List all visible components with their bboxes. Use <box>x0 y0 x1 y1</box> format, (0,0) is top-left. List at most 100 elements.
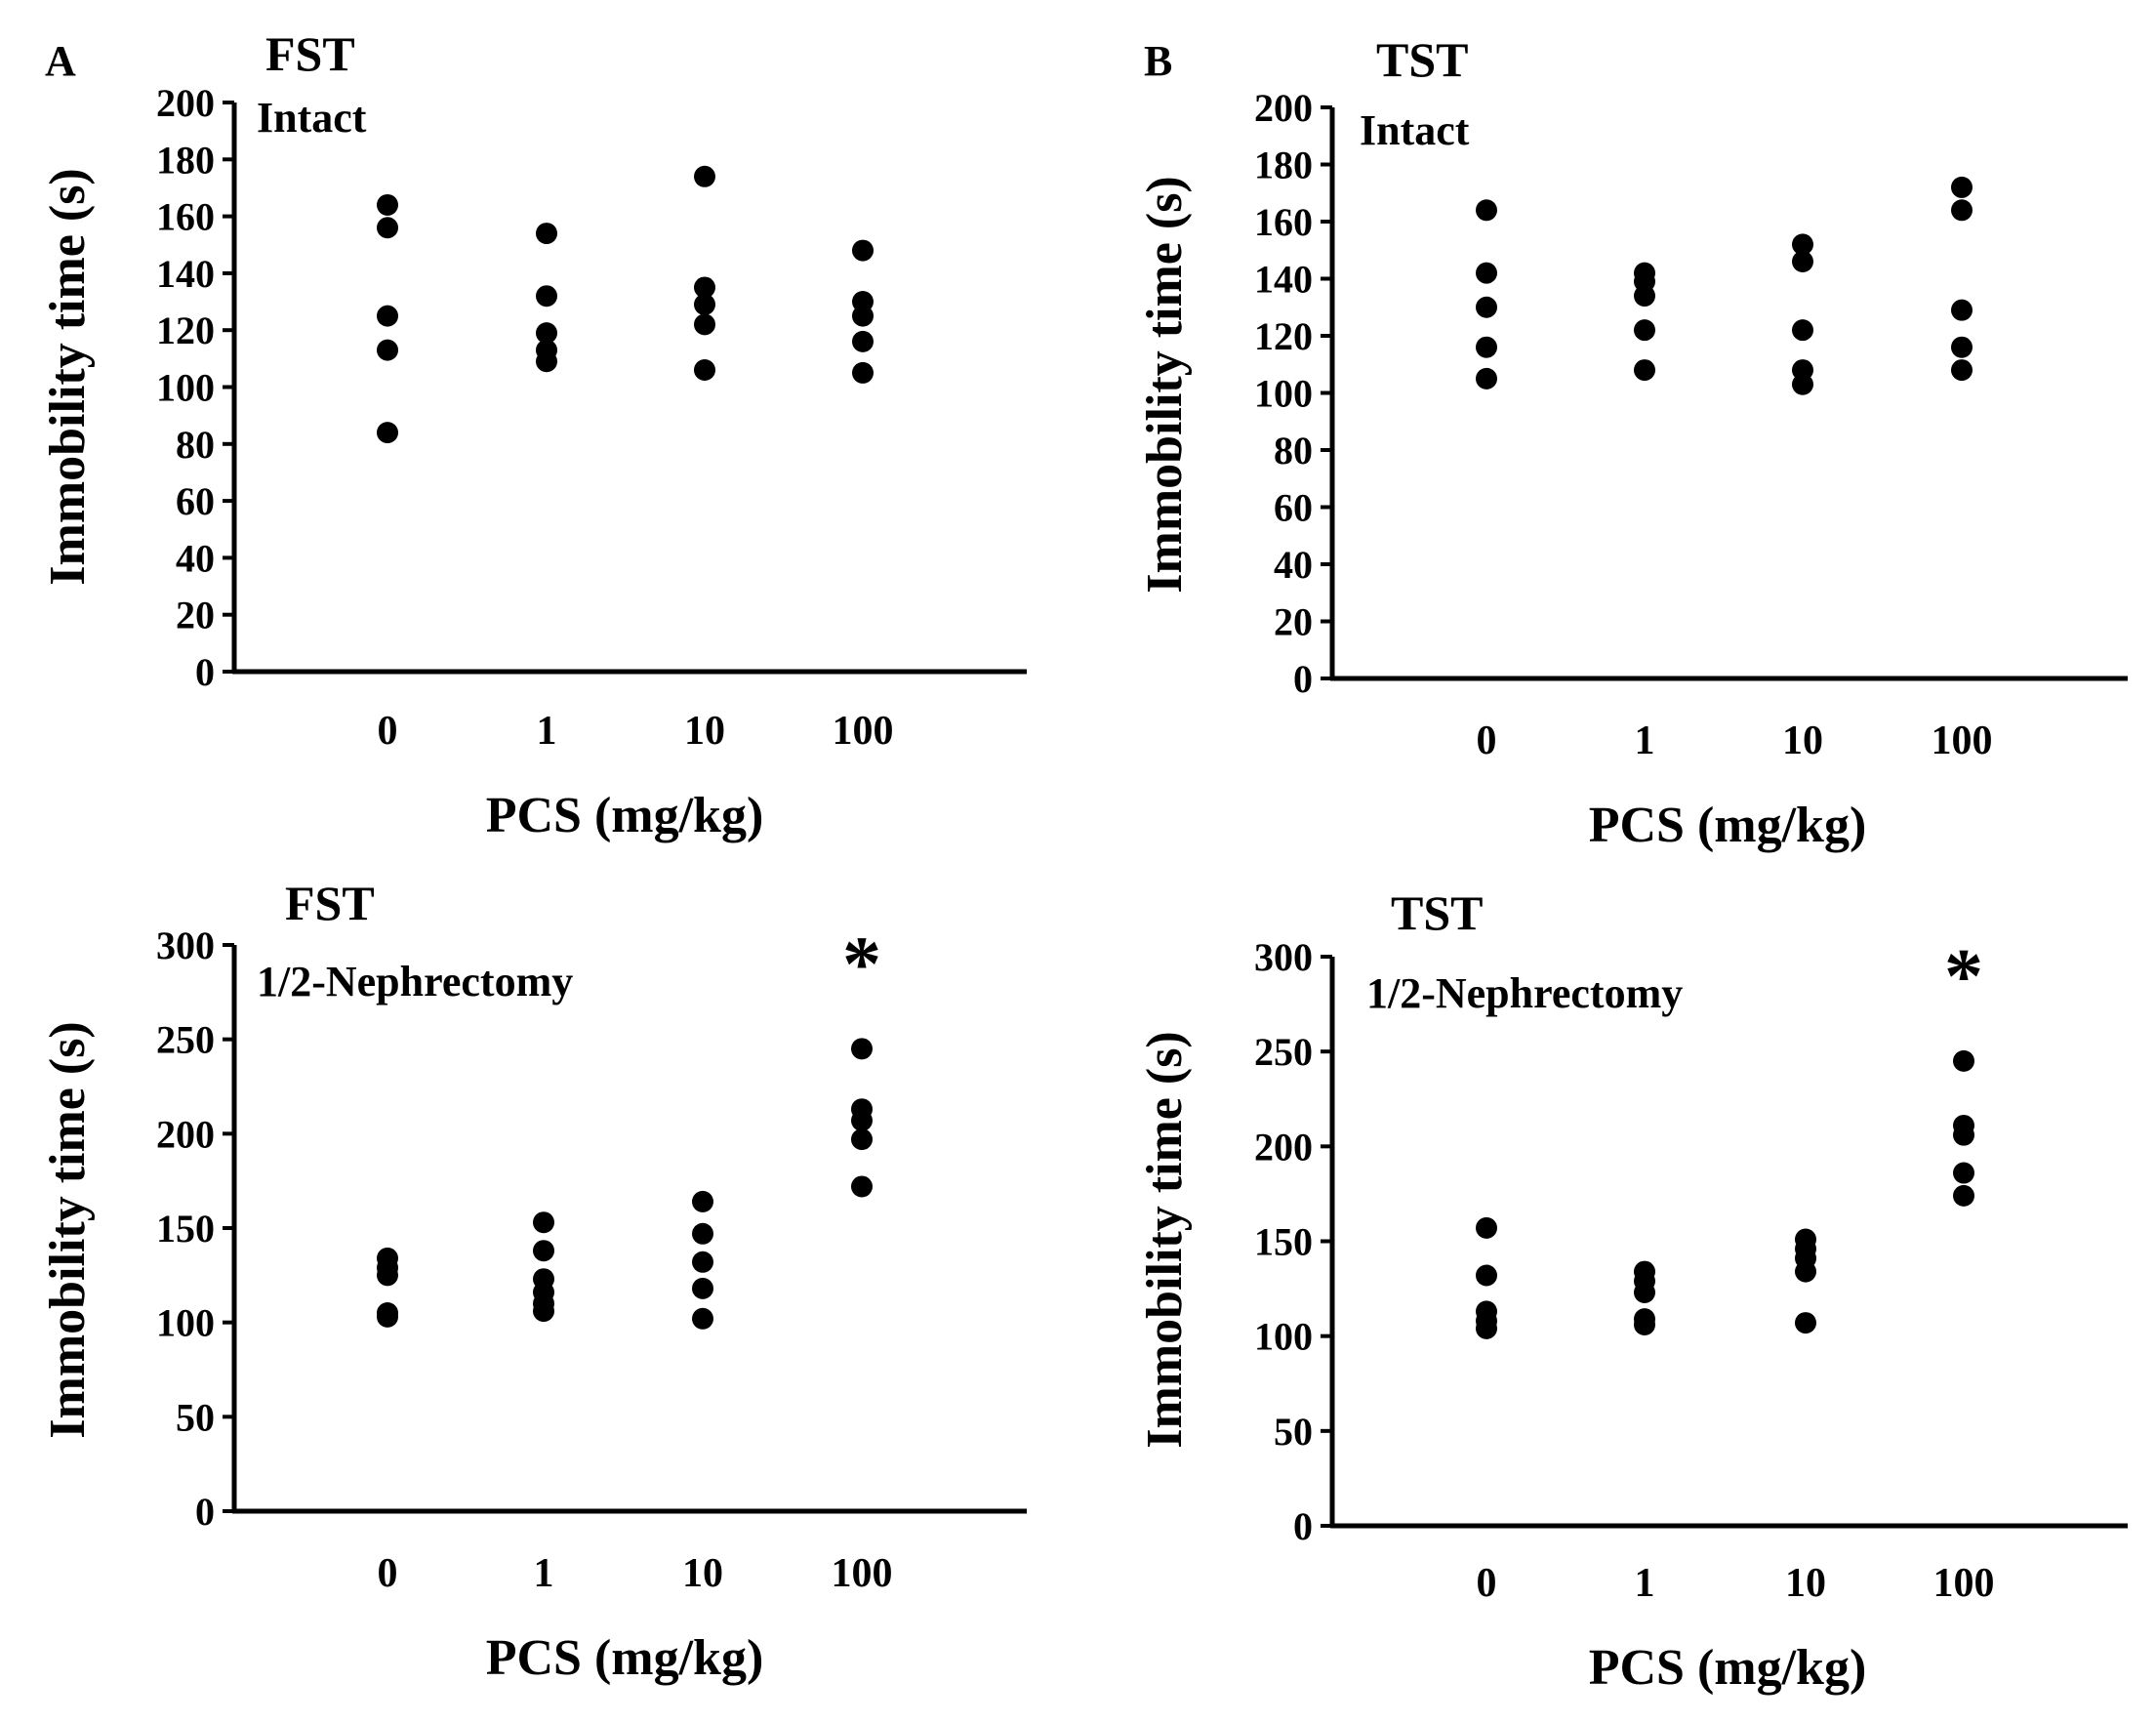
data-point <box>536 223 557 245</box>
y-tick-label: 120 <box>1254 314 1313 358</box>
chart-condition-label: Intact <box>257 94 367 142</box>
data-point <box>1951 176 1973 198</box>
data-point <box>852 239 874 262</box>
data-point <box>1476 1216 1497 1239</box>
x-category-label: 10 <box>1782 718 1823 763</box>
data-point <box>1476 336 1497 358</box>
data-point <box>1476 199 1497 222</box>
data-point <box>533 1300 554 1323</box>
data-point <box>694 165 715 187</box>
x-category-label: 1 <box>1635 1561 1655 1606</box>
y-tick-label: 50 <box>176 1395 215 1439</box>
y-tick-label: 40 <box>176 536 215 580</box>
data-point <box>377 193 398 216</box>
data-point <box>1476 296 1497 318</box>
y-tick-label: 200 <box>1254 86 1313 130</box>
y-tick-label: 50 <box>1274 1410 1313 1454</box>
y-tick-label: 120 <box>156 308 215 352</box>
data-point <box>851 1128 873 1151</box>
y-tick-label: 100 <box>1254 1315 1313 1359</box>
y-tick-label: 0 <box>195 650 215 694</box>
y-tick-label: 100 <box>1254 372 1313 416</box>
data-point <box>533 1211 554 1234</box>
data-point <box>851 1038 873 1060</box>
y-axis-ticks: 0 20 40 60 80 100 120 140 160 180 200 <box>1254 86 1332 701</box>
x-category-label: 100 <box>832 1551 893 1596</box>
y-tick-label: 100 <box>156 366 215 410</box>
x-category-label: 0 <box>378 709 398 754</box>
data-point <box>1792 250 1813 272</box>
data-points <box>1476 1049 1974 1339</box>
y-axis-title: Immobility time (s) <box>40 1021 96 1438</box>
y-tick-label: 40 <box>1274 543 1313 587</box>
data-point <box>692 1190 713 1212</box>
data-point <box>536 350 557 373</box>
data-point <box>692 1222 713 1245</box>
data-point <box>692 1307 713 1330</box>
data-point <box>694 359 715 382</box>
significance-marks: * <box>1944 934 1983 1020</box>
x-category-label: 10 <box>682 1551 723 1596</box>
data-point <box>1795 1312 1816 1334</box>
data-point <box>1792 233 1813 256</box>
x-category-label: 100 <box>1933 1561 1995 1606</box>
y-tick-label: 80 <box>1274 429 1313 472</box>
data-point <box>377 1305 398 1328</box>
y-tick-label: 160 <box>1254 200 1313 244</box>
y-axis-title: Immobility time (s) <box>1137 176 1193 593</box>
significance-marks: * <box>842 922 881 1007</box>
data-point <box>1634 319 1655 342</box>
data-point <box>1792 319 1813 342</box>
chart-test-label: TST <box>1391 885 1484 940</box>
data-points <box>377 165 874 444</box>
chart-test-label: TST <box>1376 32 1469 87</box>
x-category-label: 0 <box>378 1551 398 1596</box>
significance-mark: * <box>1944 934 1983 1020</box>
data-point <box>1953 1049 1974 1072</box>
data-point <box>1795 1260 1816 1283</box>
y-axis-title: Immobility time (s) <box>1137 1031 1193 1448</box>
data-point <box>536 322 557 345</box>
x-axis-title: PCS (mg/kg) <box>1589 1640 1867 1696</box>
chart-tst-nephrectomy: TST 1/2-Nephrectomy Immobility time (s) … <box>1137 885 2128 1696</box>
panel-label-b: B <box>1144 37 1172 85</box>
y-tick-label: 160 <box>156 195 215 239</box>
x-axis-title: PCS (mg/kg) <box>486 788 764 843</box>
chart-test-label: FST <box>265 26 355 81</box>
y-tick-label: 0 <box>1293 657 1313 701</box>
data-point <box>694 293 715 315</box>
y-tick-label: 200 <box>156 81 215 125</box>
chart-condition-label: 1/2-Nephrectomy <box>1366 969 1683 1017</box>
y-tick-label: 150 <box>1254 1220 1313 1264</box>
y-tick-label: 0 <box>1293 1504 1313 1548</box>
data-point <box>852 361 874 384</box>
data-point <box>377 339 398 361</box>
data-point <box>1951 336 1973 358</box>
data-point <box>851 1109 873 1131</box>
y-tick-label: 140 <box>1254 258 1313 302</box>
y-tick-label: 180 <box>1254 144 1313 187</box>
x-axis-title: PCS (mg/kg) <box>486 1630 764 1686</box>
data-point <box>1476 1317 1497 1339</box>
y-tick-label: 200 <box>156 1112 215 1156</box>
chart-fst-nephrectomy: FST 1/2-Nephrectomy Immobility time (s) … <box>40 876 1027 1686</box>
x-category-label: 1 <box>1635 718 1655 763</box>
data-point <box>852 330 874 352</box>
data-point <box>694 313 715 336</box>
x-category-label: 10 <box>1785 1561 1826 1606</box>
x-axis-categories: 0 1 10 100 <box>1477 1561 1995 1606</box>
data-point <box>1951 299 1973 321</box>
x-category-label: 10 <box>684 709 725 754</box>
data-point <box>533 1240 554 1262</box>
data-point <box>851 1175 873 1198</box>
y-tick-label: 150 <box>156 1207 215 1251</box>
y-axis-ticks: 0 50 100 150 200 250 300 <box>156 923 234 1534</box>
data-point <box>852 305 874 327</box>
data-point <box>1634 1314 1655 1336</box>
data-points <box>377 1038 873 1330</box>
data-point <box>377 422 398 444</box>
data-point <box>1634 285 1655 308</box>
data-point <box>1634 1281 1655 1303</box>
